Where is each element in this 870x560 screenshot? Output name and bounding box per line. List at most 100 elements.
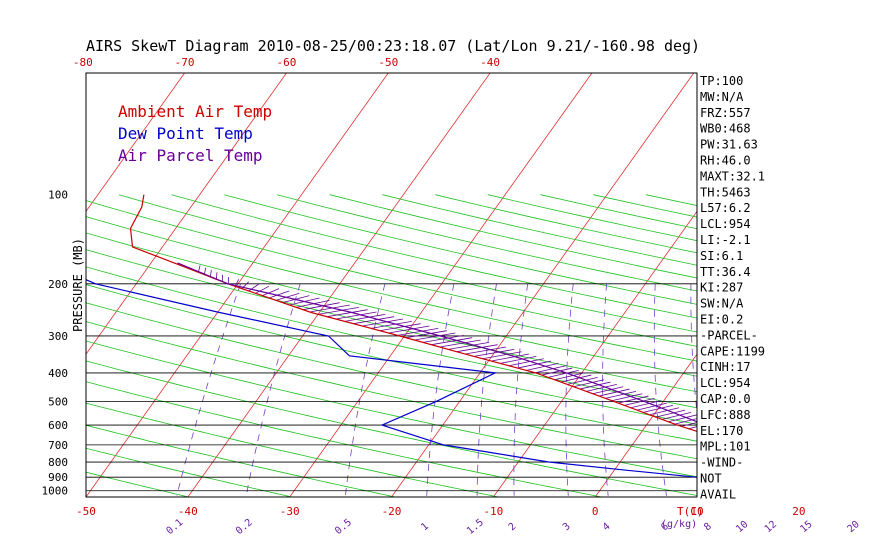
mixing-ratio-tick: 12 [763,519,779,535]
mixing-ratio-line [690,283,697,417]
index-entry: RH:46.0 [700,154,751,168]
stability-indices: TP:100 MW:N/A FRZ:557 WB0:468 PW:31.63 RH:46.… [700,74,765,501]
dry-adiabat-line [86,216,697,362]
index-entry: -PARCEL- [700,328,758,342]
cape-hatch-line [344,313,386,322]
profile-air-parcel-temp [177,262,697,423]
mixing-ratio-line [176,283,241,496]
dry-adiabat-lines [86,194,697,497]
cape-hatch-line [751,443,766,450]
cape-hatch-line [579,381,611,390]
cape-hatch-line [482,351,522,360]
cape-hatch-line [668,414,697,423]
bottom-temp-tick: 10 [690,505,703,518]
index-entry: NOT [700,472,722,486]
index-entry: LCL:954 [700,376,751,390]
cape-hatch-line [605,391,637,399]
cape-hatch-line [517,360,552,369]
index-entry: TP:100 [700,74,743,88]
cape-hatch-line [370,320,412,329]
cape-hatch-line [406,330,447,339]
dry-adiabat-line [171,194,697,319]
cape-hatch-line [636,402,667,411]
cape-hatch-line [643,405,673,413]
cape-hatch-line [808,464,818,471]
bottom-temp-tick: -40 [178,505,198,518]
dry-adiabat-line [276,194,697,292]
pressure-tick-label: 100 [48,189,68,202]
cape-hatch-line [262,288,280,297]
legend-entry: Dew Point Temp [118,124,253,143]
dry-adiabat-line [86,402,499,497]
bottom-temp-tick: -10 [483,505,503,518]
cape-hatch-line [439,339,481,348]
isotherm-line [594,353,697,497]
cape-hatch-line [248,283,260,292]
cape-hatch-line [255,285,270,294]
cape-hatch-line [814,466,823,473]
mixing-ratio-tick: 1.5 [465,517,486,537]
cape-hatch-line [431,337,473,346]
cape-hatch-line [353,316,395,325]
mixing-ratio-line [426,283,455,496]
cape-hatch-line [763,447,778,454]
mixing-ratio-tick: 2 [507,521,519,533]
index-entry: LFC:888 [700,408,751,422]
profile-dew-point-temp [86,279,697,478]
cape-hatch-line [598,388,630,397]
cape-hatch-line [465,346,507,355]
index-entry: EI:0.2 [700,313,743,327]
isotherm-line [86,73,389,497]
cape-hatch-line [567,377,598,385]
index-entry: AVAIL [700,487,736,501]
mixing-ratio-tick: 0.2 [234,517,255,537]
bottom-temp-tick: 20 [792,505,805,518]
cape-hatch-line [268,290,290,299]
index-entry: KI:287 [700,281,743,295]
dry-adiabat-line [329,194,697,279]
mixing-ratio-line [842,284,870,496]
mixing-ratio-tick: 1 [419,521,431,533]
bottom-temp-tick: -30 [280,505,300,518]
index-entry: MW:N/A [700,90,744,104]
top-temp-tick: -50 [378,56,398,69]
dry-adiabat-line [86,424,396,497]
isotherm-line [86,73,287,355]
index-entry: CAP:0.0 [700,392,751,406]
top-temperature-ticks: -120-110-100-90-80-70-60-50-40 [73,56,500,69]
mixing-ratio-tick: 10 [734,519,750,535]
isobar-lines [86,283,697,492]
dry-adiabat-line [382,194,697,266]
cape-hatch-line [318,306,359,315]
mixing-ratio-line [811,284,855,496]
cape-hatch-line [802,461,813,468]
cape-hatch-line [769,450,784,457]
cape-hatch-line [326,309,368,318]
cape-hatch-line [422,334,464,343]
mixing-ratio-unit: (g/kg) [661,519,697,530]
index-entry: CAPE:1199 [700,344,765,358]
index-entry: L57:6.2 [700,201,751,215]
dry-adiabat-line [86,360,697,496]
dry-adiabat-line [86,340,697,478]
cape-hatch-line [775,452,790,459]
mixing-ratio-tick: 8 [702,521,714,533]
cape-hatch-line [456,344,498,353]
profile-ambient-air-temp [129,194,697,433]
pressure-tick-label: 700 [48,439,68,452]
dry-adiabat-line [86,266,697,409]
chart-title: AIRS SkewT Diagram 2010-08-25/00:23:18.0… [86,37,700,55]
cape-hatch-line [508,358,544,367]
dry-adiabat-line [86,232,697,377]
bottom-temperature-ticks: -50-40-30-20-100102030 [76,505,805,518]
mixing-ratio-tick: 4 [601,521,613,533]
index-entry: SI:6.1 [700,249,743,263]
isotherm-line [86,73,185,213]
index-entry: LI:-2.1 [700,233,751,247]
cape-hatch-line [674,418,697,425]
legend: Ambient Air Temp Dew Point Temp Air Parcel… [118,102,272,165]
isotherm-line [187,73,491,497]
mixing-ratio-tick: 0.5 [333,517,354,537]
mixing-ratio-ticks: 0.10.20.511.52346810121520253040 [164,517,861,537]
dry-adiabat-line [435,194,697,254]
